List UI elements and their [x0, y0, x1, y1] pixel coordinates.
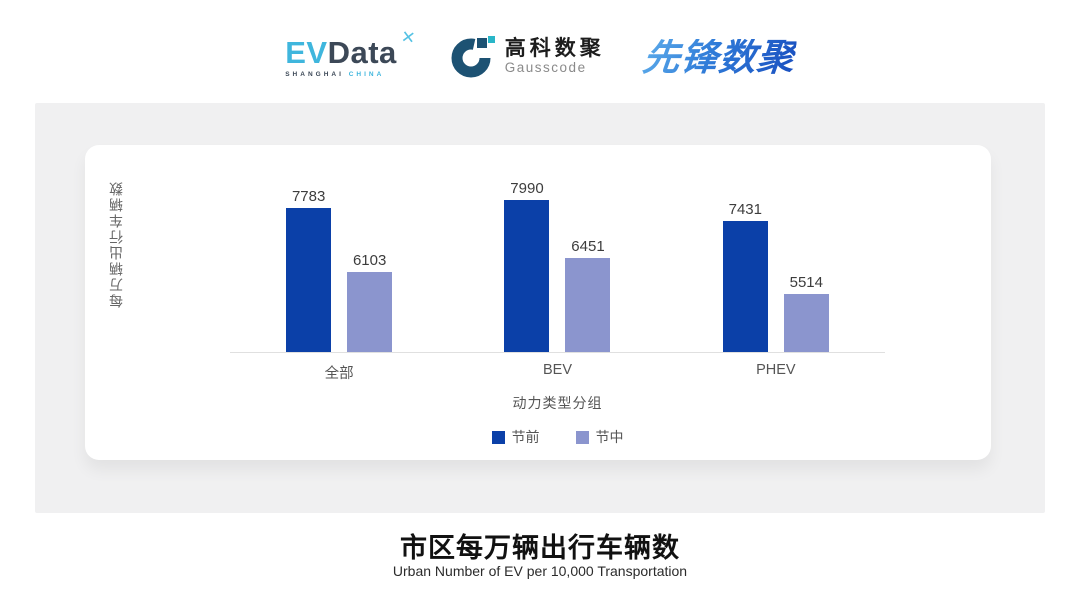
legend-swatch-icon [491, 430, 505, 444]
evdata-ev-text: EV [285, 34, 328, 70]
chart-legend: 节前 节中 [230, 427, 885, 447]
bar-with-label: 6451 [565, 238, 611, 352]
bar-segment [347, 272, 393, 352]
bar-with-label: 7431 [722, 201, 768, 352]
legend-label: 节前 [511, 429, 540, 445]
bar-value-label: 6451 [571, 238, 605, 255]
chart-subtitle: Urban Number of EV per 10,000 Transporta… [392, 563, 688, 579]
x-tick-label: PHEV [756, 362, 796, 378]
gausscode-en-name: Gausscode [504, 60, 587, 76]
bar-chart: 7783 6103 7990 6451 7431 5514 全部 BEV PHEV 动力类型分… [230, 145, 885, 447]
legend-swatch-icon [575, 430, 589, 444]
gausscode-g-icon [451, 35, 495, 79]
bar-segment [565, 258, 611, 352]
evdata-shanghai-text: SHANGHAI [285, 70, 344, 78]
bar-value-label: 7990 [510, 180, 544, 197]
gausscode-cn-name: 高科数聚 [504, 37, 605, 61]
bar-segment [286, 208, 332, 352]
chart-title: 市区每万辆出行车辆数 [400, 533, 680, 563]
bar-with-label: 6103 [347, 252, 393, 352]
x-tick-label: 全部 [324, 366, 354, 382]
x-tick-label: BEV [542, 362, 572, 378]
pioneer-data-logo: 先锋数聚 [640, 36, 797, 78]
gausscode-logo: 高科数聚 Gausscode [451, 35, 605, 79]
evdata-subtext: SHANGHAI CHINA [285, 71, 397, 78]
bar-value-label: 6103 [352, 252, 387, 269]
gausscode-text: 高科数聚 Gausscode [505, 37, 605, 76]
brand-header: EVData ✕ SHANGHAI CHINA 高科数聚 Gausscode 先… [0, 18, 1080, 96]
bar-value-label: 7431 [728, 201, 762, 218]
bar-value-label: 7783 [291, 188, 326, 205]
bar-with-label: 7783 [286, 188, 332, 352]
plot-area: 7783 6103 7990 6451 7431 5514 [230, 145, 885, 353]
bar-segment [504, 200, 550, 352]
legend-label: 节中 [595, 429, 624, 445]
y-axis-label: 每万辆出行车辆数 [108, 180, 124, 308]
evdata-data-text: Data [327, 34, 397, 70]
x-axis-tick-labels: 全部 BEV PHEV [230, 362, 885, 383]
legend-item: 节前 [491, 427, 540, 447]
bar-group: 7990 6451 [448, 145, 666, 352]
bar-segment [722, 221, 768, 352]
bar-with-label: 7990 [504, 180, 550, 352]
x-axis-label: 动力类型分组 [512, 395, 603, 411]
bar-group: 7783 6103 [230, 145, 448, 352]
evdata-china-text: CHINA [348, 70, 385, 78]
bar-value-label: 5514 [789, 274, 823, 291]
bar-group: 7431 5514 [667, 145, 885, 352]
legend-item: 节中 [575, 427, 624, 447]
evdata-wordmark: EVData [285, 37, 397, 68]
evdata-logo: EVData ✕ SHANGHAI CHINA [285, 27, 416, 78]
bar-segment [783, 294, 829, 352]
evdata-x-icon: ✕ [399, 26, 417, 48]
bar-with-label: 5514 [783, 274, 829, 352]
